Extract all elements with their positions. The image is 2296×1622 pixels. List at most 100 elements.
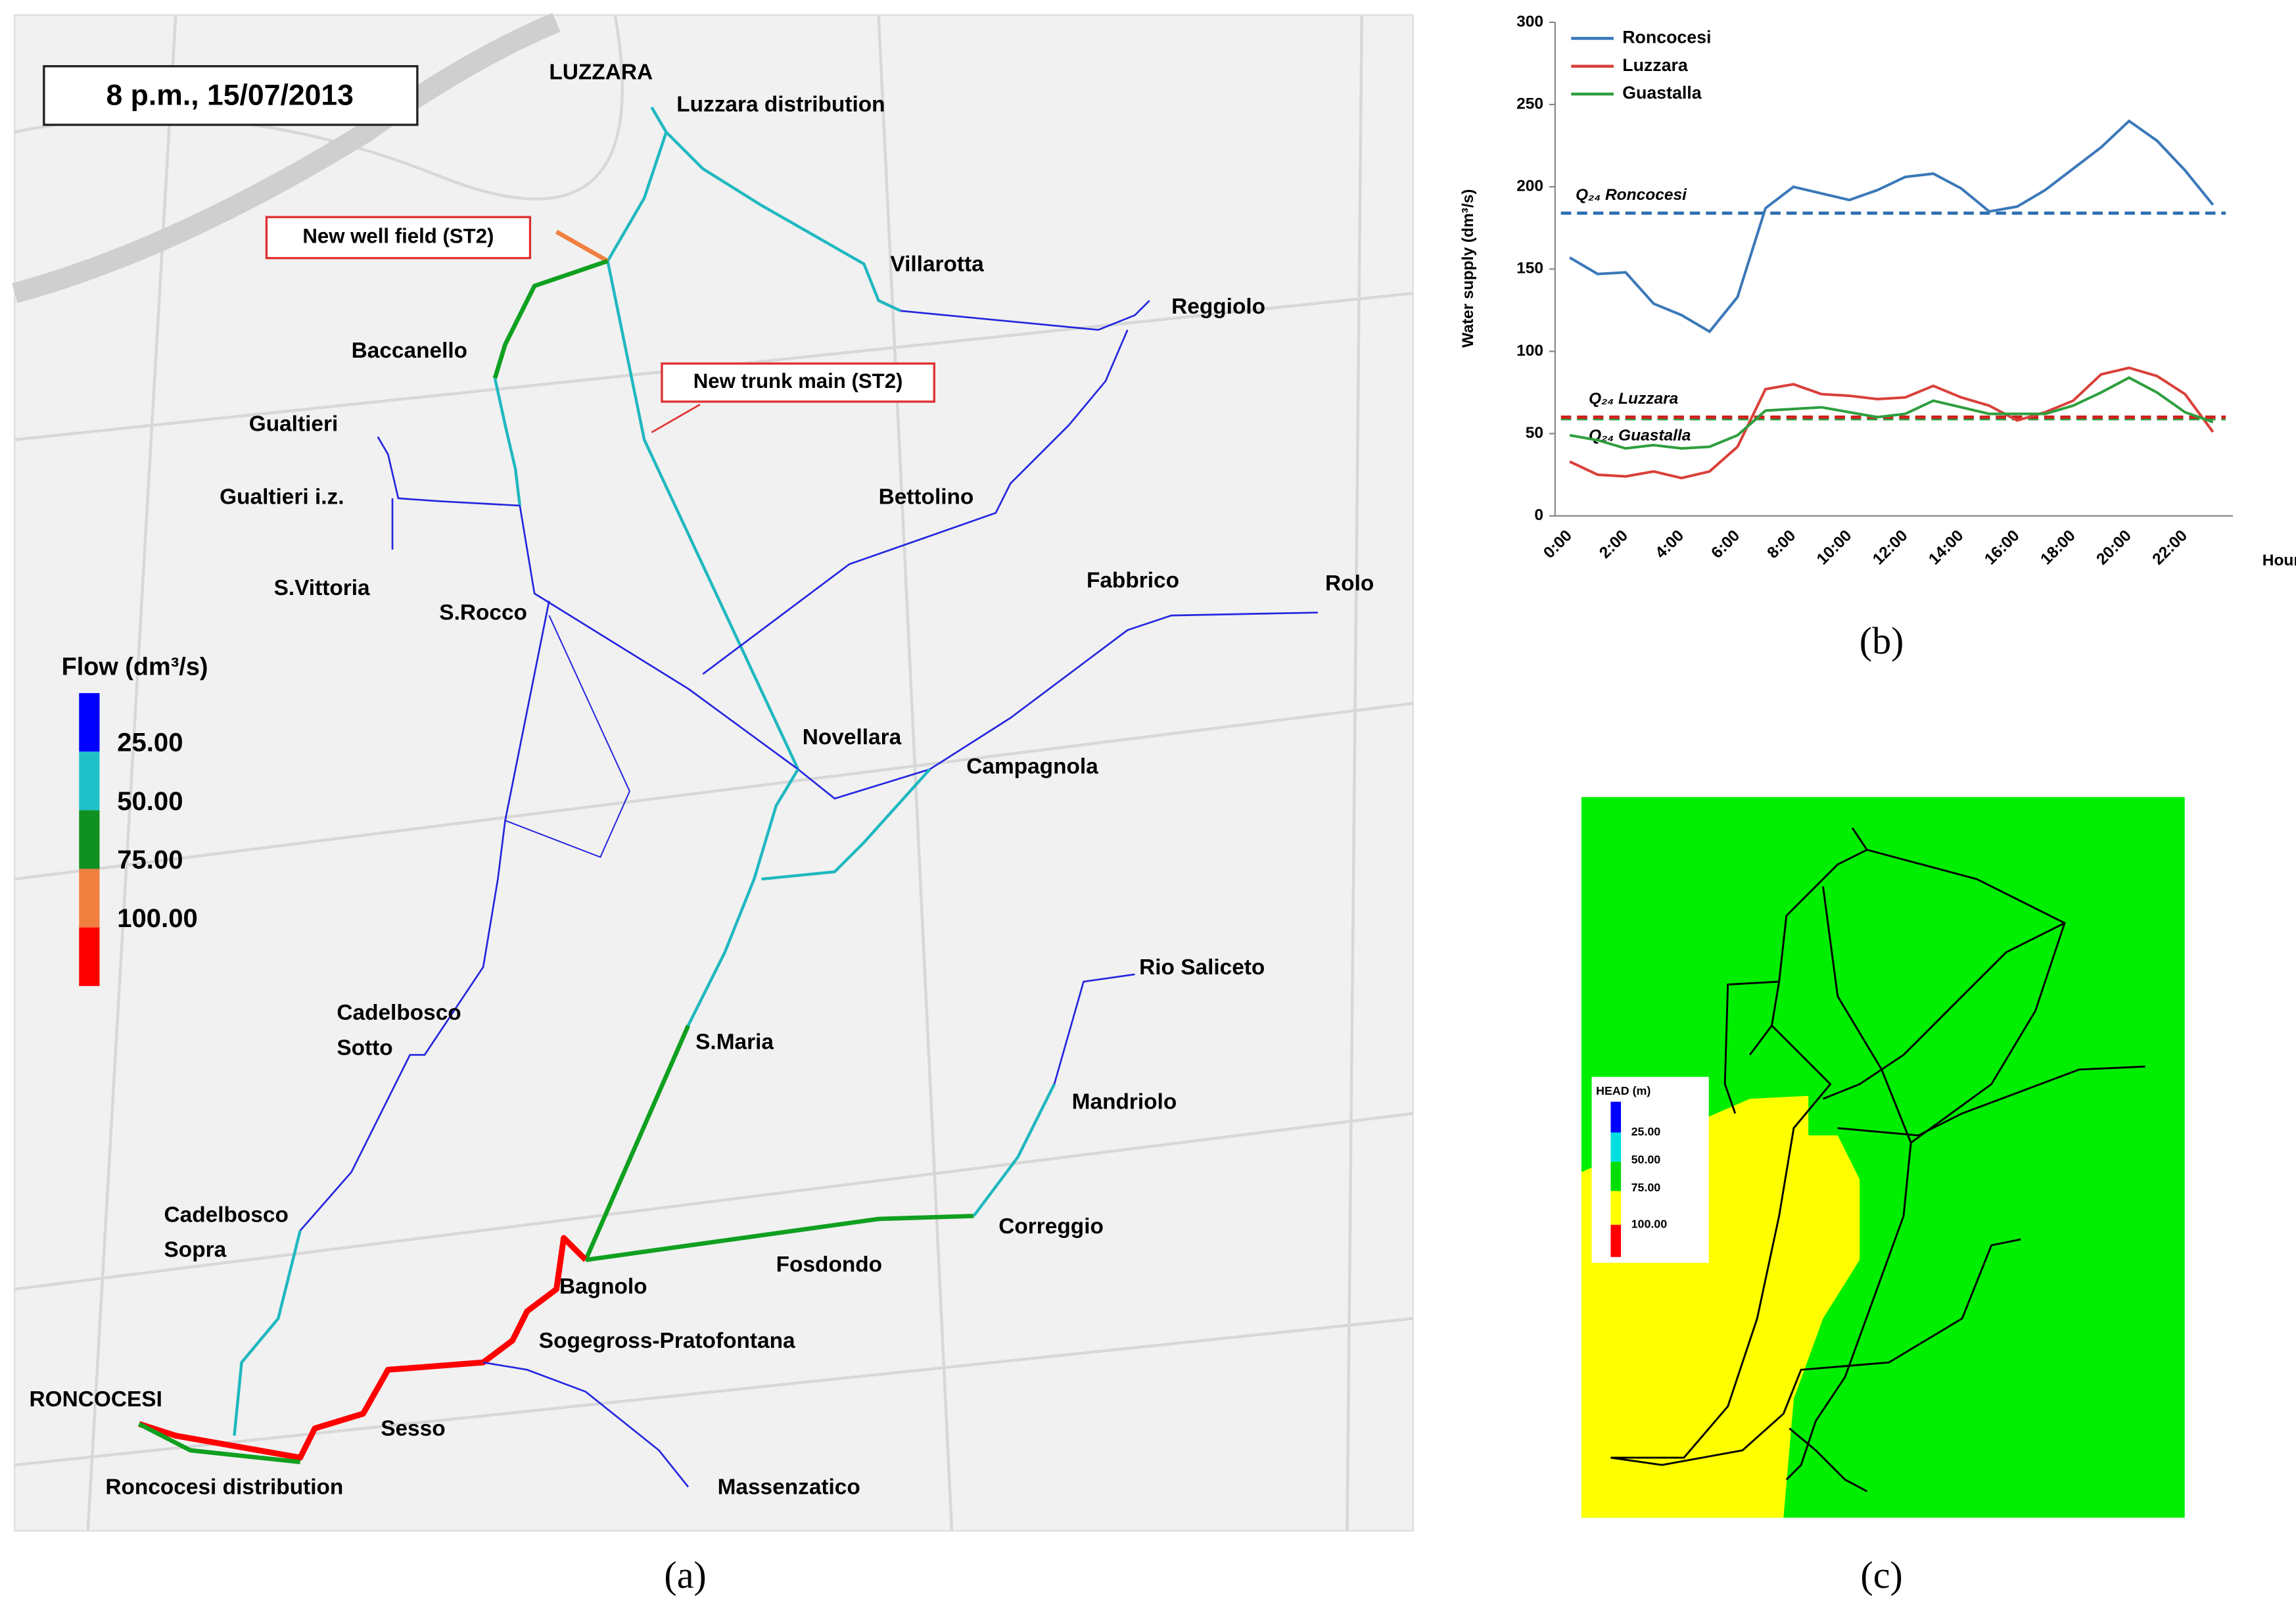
- x-tick-label: 22:00: [2149, 527, 2191, 568]
- y-tick-label: 150: [1516, 260, 1543, 277]
- network-pipe: [1723, 980, 1779, 1114]
- y-axis-title: Water supply (dm³/s): [1459, 189, 1477, 347]
- caption: (b): [1860, 619, 1904, 662]
- y-tick-label: 250: [1516, 95, 1543, 112]
- pipe: [585, 1214, 974, 1262]
- x-tick-label: 18:00: [2037, 527, 2078, 568]
- map-river: [12, 12, 561, 304]
- x-tick-label: 20:00: [2093, 527, 2134, 568]
- place-label: Massenzatico: [718, 1475, 860, 1500]
- x-tick-label: 12:00: [1869, 527, 1911, 568]
- pipe: [138, 1235, 588, 1461]
- head-legend-title: HEAD (m): [1596, 1084, 1651, 1097]
- pipe: [233, 1230, 302, 1436]
- y-tick-label: 0: [1534, 506, 1543, 524]
- place-label: Rolo: [1325, 571, 1374, 596]
- head-legend-box: [1591, 1076, 1709, 1263]
- place-label: Gualtieri: [249, 412, 339, 436]
- reference-label: Q₂₄ Roncocesi: [1576, 186, 1687, 204]
- pipe: [797, 611, 1318, 799]
- head-legend-swatch: [1610, 1132, 1622, 1162]
- place-label: Sogegross-Pratofontana: [539, 1329, 795, 1353]
- place-label: Rio Saliceto: [1139, 955, 1265, 980]
- place-label: Bagnolo: [559, 1274, 647, 1299]
- x-axis-title: Hour: [2262, 552, 2296, 569]
- pipe: [761, 768, 931, 881]
- head-legend-swatch: [1610, 1162, 1622, 1191]
- series-line: [1569, 376, 2214, 450]
- annotation-box: [265, 216, 532, 260]
- pipe: [299, 600, 550, 1231]
- head-map-network: [1610, 827, 2145, 1492]
- place-label: RONCOCESI: [30, 1387, 162, 1412]
- head-legend-swatch: [1610, 1191, 1622, 1225]
- place-label: Mandriolo: [1072, 1090, 1177, 1114]
- head-legend-label: 50.00: [1631, 1153, 1661, 1166]
- x-tick-label: 6:00: [1708, 527, 1743, 562]
- map-background: [14, 14, 1414, 1532]
- pipe: [702, 329, 1129, 675]
- pipe: [972, 1083, 1056, 1217]
- timestamp: 8 p.m., 15/07/2013: [106, 79, 354, 111]
- network-pipe: [1789, 1427, 1867, 1492]
- flow-legend-swatch: [79, 810, 100, 869]
- place-label: LUZZARA: [549, 60, 653, 85]
- pipe: [377, 436, 520, 507]
- flow-legend-swatch: [79, 869, 100, 928]
- caption: (a): [664, 1554, 706, 1596]
- pipe: [1053, 973, 1135, 1085]
- flow-legend-label: 50.00: [117, 787, 183, 816]
- flow-legend-title: Flow (dm³/s): [62, 653, 208, 680]
- legend-label: Roncocesi: [1622, 27, 1711, 47]
- flow-legend-swatch: [79, 927, 100, 986]
- pipe: [519, 505, 799, 771]
- x-tick-label: 14:00: [1925, 527, 1967, 568]
- legend-label: Luzzara: [1622, 55, 1689, 75]
- place-label: Bettolino: [879, 485, 974, 510]
- place-label: Luzzara distribution: [676, 93, 885, 117]
- pipe: [492, 258, 609, 379]
- head-legend-swatch: [1610, 1224, 1622, 1257]
- x-tick-label: 10:00: [1814, 527, 1855, 568]
- x-tick-label: 2:00: [1596, 527, 1631, 562]
- annotation: New trunk main (ST2): [693, 370, 903, 393]
- pipe: [482, 1361, 690, 1488]
- pipe: [687, 768, 799, 1026]
- y-tick-label: 300: [1516, 12, 1543, 30]
- legend-label: Guastalla: [1622, 83, 1702, 103]
- network-pipe: [1822, 886, 1912, 1143]
- pipe: [505, 615, 630, 858]
- x-tick-label: 16:00: [1981, 527, 2023, 568]
- place-label: Cadelbosco: [164, 1203, 289, 1227]
- y-tick-label: 200: [1516, 178, 1543, 195]
- head-legend-label: 75.00: [1631, 1181, 1661, 1194]
- series-line: [1569, 119, 2214, 333]
- place-label: Fosdondo: [776, 1252, 882, 1277]
- series-line: [1569, 366, 2214, 480]
- flow-legend-label: 100.00: [117, 904, 198, 933]
- flow-legend-swatch: [79, 751, 100, 811]
- caption: (c): [1860, 1554, 1902, 1596]
- place-label: Roncocesi distribution: [105, 1475, 343, 1500]
- place-label: S.Maria: [695, 1030, 774, 1054]
- y-tick-label: 100: [1516, 342, 1543, 360]
- place-label: Correggio: [998, 1214, 1104, 1239]
- place-label: Fabbrico: [1087, 569, 1179, 593]
- network-pipe: [1837, 1065, 2145, 1137]
- place-label: S.Rocco: [439, 601, 527, 625]
- network-pipe: [1610, 1024, 2021, 1466]
- place-label: Campagnola: [966, 755, 1098, 779]
- head-legend-label: 100.00: [1631, 1218, 1668, 1231]
- y-tick-label: 50: [1526, 424, 1543, 442]
- reference-label: Q₂₄ Luzzara: [1589, 390, 1678, 408]
- place-label: Sesso: [381, 1417, 445, 1441]
- pipe: [493, 377, 522, 506]
- annotation: New well field (ST2): [302, 225, 494, 248]
- x-tick-label: 4:00: [1652, 527, 1687, 562]
- head-legend-label: 25.00: [1631, 1125, 1661, 1138]
- x-tick-label: 8:00: [1764, 527, 1800, 562]
- flow-legend-label: 25.00: [117, 728, 183, 757]
- place-label: S.Vittoria: [274, 576, 370, 600]
